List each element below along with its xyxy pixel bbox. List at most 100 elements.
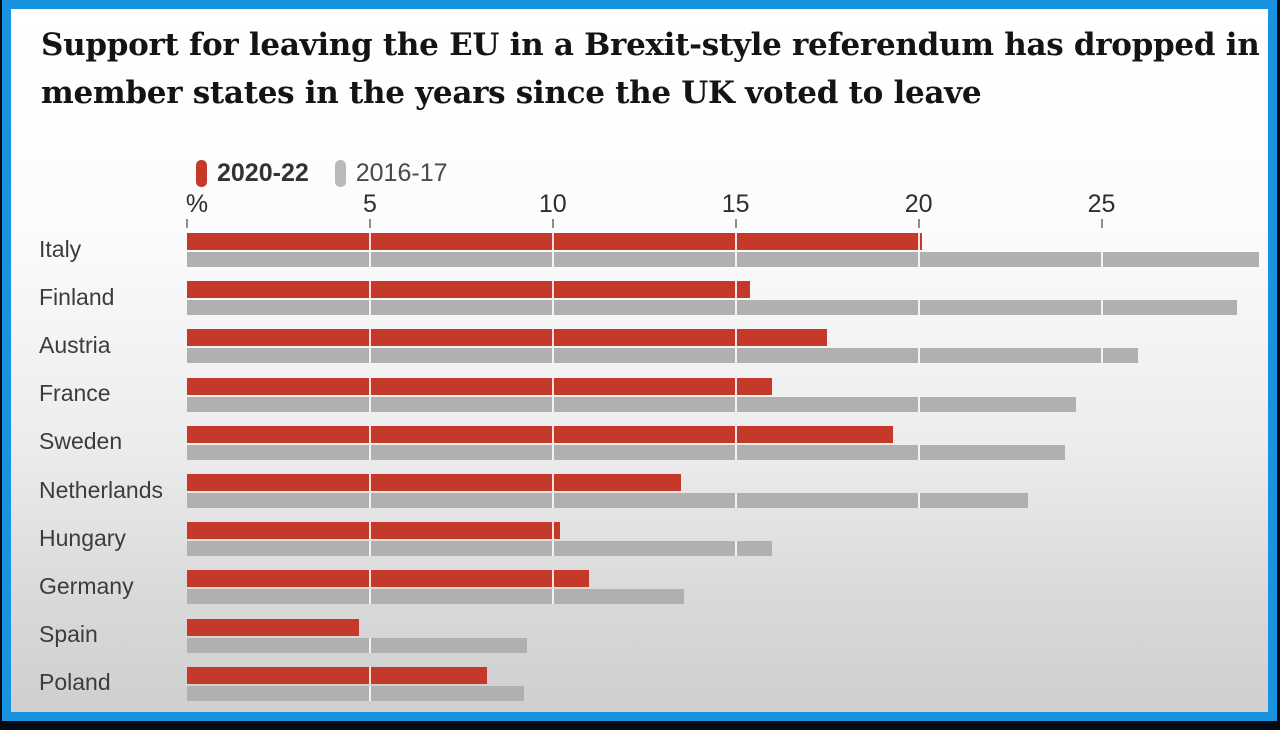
bar-2020-22-italy [187, 233, 923, 250]
gridline-segment [551, 425, 554, 443]
chart-title-line1: Support for leaving the EU in a Brexit-s… [41, 27, 1260, 63]
gridline-segment [551, 281, 554, 299]
gridline-segment [368, 348, 371, 364]
bar-2020-22-finland [187, 281, 751, 299]
bar-2016-17-netherlands [187, 493, 1029, 508]
gridline-segment [734, 541, 737, 557]
bar-2020-22-spain [187, 618, 359, 636]
bar-2020-22-france [187, 377, 773, 395]
bar-2020-22-poland [187, 666, 487, 684]
bar-2016-17-italy [187, 252, 1259, 267]
gridline-segment [368, 377, 371, 395]
gridline-segment [734, 281, 737, 299]
gridline-segment [917, 444, 920, 460]
legend-item-2016-17: 2016-17 [334, 159, 448, 188]
gridline-segment [917, 396, 920, 412]
x-axis-tick [186, 219, 188, 228]
bar-2016-17-poland [187, 685, 524, 701]
gridline-segment [368, 233, 371, 250]
gridline-segment [551, 329, 554, 347]
bar-2016-17-france [187, 396, 1076, 412]
gridline-segment [734, 329, 737, 347]
gridline-segment [368, 300, 371, 316]
gridline-segment [368, 666, 371, 684]
bar-2020-22-austria [187, 329, 828, 347]
x-axis-tick [734, 219, 737, 228]
chart-title-line2: member states in the years since the UK … [41, 75, 982, 111]
chart-title: Support for leaving the EU in a Brexit-s… [41, 21, 1260, 117]
gridline-segment [734, 252, 737, 267]
gridline-segment [368, 425, 371, 443]
country-label-italy: Italy [39, 235, 82, 262]
gridline-segment [551, 541, 554, 557]
bar-2016-17-germany [187, 589, 685, 605]
x-axis-tick-label: 10 [538, 190, 567, 218]
gridline-segment [917, 493, 920, 508]
gridline-segment [1100, 300, 1103, 316]
country-label-netherlands: Netherlands [39, 476, 164, 503]
country-label-spain: Spain [39, 621, 98, 648]
bar-2020-22-germany [187, 570, 590, 588]
gridline-segment [551, 444, 554, 460]
gridline-segment [1100, 348, 1103, 364]
gridline-segment [368, 474, 371, 491]
gridline-segment [734, 425, 737, 443]
gridline-segment [368, 329, 371, 347]
gridline-segment [734, 377, 737, 395]
gridline-segment [368, 444, 371, 460]
x-axis-unit-label: % [185, 190, 209, 218]
gridline-segment [368, 522, 371, 540]
legend-swatch-red-icon [196, 160, 207, 187]
gridline-segment [917, 233, 920, 250]
gridline-segment [368, 589, 371, 605]
legend-item-2020-22: 2020-22 [196, 159, 309, 188]
bar-2016-17-finland [187, 300, 1237, 316]
bar-2016-17-sweden [187, 444, 1065, 460]
bar-2020-22-netherlands [187, 474, 681, 491]
country-label-austria: Austria [39, 331, 111, 358]
legend-label: 2016-17 [355, 159, 448, 187]
x-axis-tick-label: 20 [904, 190, 933, 218]
x-axis-tick-label: 25 [1087, 190, 1116, 218]
gridline-segment [734, 493, 737, 508]
bar-2020-22-sweden [187, 425, 893, 443]
gridline-segment [368, 281, 371, 299]
gridline-segment [551, 570, 554, 588]
country-label-poland: Poland [39, 669, 111, 696]
gridline-segment [551, 493, 554, 508]
gridline-segment [551, 589, 554, 605]
gridline-segment [551, 348, 554, 364]
gridline-segment [551, 522, 554, 540]
gridline-segment [368, 685, 371, 701]
gridline-segment [551, 474, 554, 491]
gridline-segment [734, 348, 737, 364]
gridline-segment [368, 637, 371, 653]
gridline-segment [917, 300, 920, 316]
x-axis-tick [551, 219, 554, 228]
gridline-segment [734, 396, 737, 412]
gridline-segment [368, 570, 371, 588]
gridline-segment [917, 252, 920, 267]
country-label-germany: Germany [39, 572, 134, 599]
country-label-france: France [39, 380, 111, 407]
bar-2016-17-hungary [187, 541, 773, 557]
x-axis-tick [1100, 219, 1103, 228]
gridline-segment [551, 377, 554, 395]
x-axis-tick-label: 15 [721, 190, 750, 218]
country-label-sweden: Sweden [39, 428, 123, 455]
gridline-segment [551, 396, 554, 412]
legend-swatch-grey-icon [334, 160, 346, 187]
gridline-segment [368, 396, 371, 412]
country-label-hungary: Hungary [39, 524, 126, 551]
gridline-segment [551, 252, 554, 267]
legend-label: 2020-22 [217, 159, 309, 187]
x-axis-tick [368, 219, 371, 228]
gridline-segment [551, 233, 554, 250]
gridline-segment [368, 493, 371, 508]
x-axis-tick-label: 5 [362, 190, 377, 218]
gridline-segment [734, 444, 737, 460]
gridline-segment [917, 348, 920, 364]
country-label-finland: Finland [39, 283, 115, 310]
